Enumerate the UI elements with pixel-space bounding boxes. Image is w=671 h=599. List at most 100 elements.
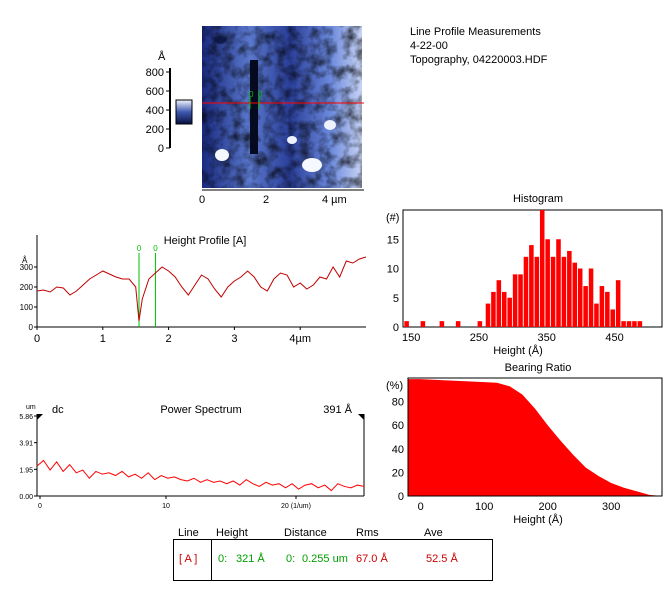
profile-y-tick-label: 100 bbox=[20, 303, 34, 312]
profile-y-tick-label: 0 bbox=[29, 323, 34, 332]
histogram-bar bbox=[535, 257, 540, 327]
scale-tick-label: 200 bbox=[146, 124, 164, 136]
measurement-table: Line Height Distance Rms Ave [ A ] 0: 32… bbox=[173, 539, 493, 581]
col-header-height: Height bbox=[216, 527, 248, 539]
bearing-ylabel: (%) bbox=[386, 380, 403, 392]
histogram-x-tick-label: 250 bbox=[470, 332, 488, 344]
histogram-bar bbox=[529, 245, 534, 327]
histogram-bar bbox=[600, 286, 605, 327]
bearing-y-tick-label: 60 bbox=[392, 420, 404, 432]
histogram-bar bbox=[513, 274, 518, 327]
histogram-bar bbox=[632, 321, 637, 327]
color-bar bbox=[176, 100, 192, 124]
scale-tick-label: 0 bbox=[158, 143, 164, 155]
histogram-bar bbox=[610, 309, 615, 327]
histogram-bar bbox=[421, 321, 426, 327]
histogram-y-tick-label: 5 bbox=[393, 293, 399, 305]
histogram-bar bbox=[638, 321, 643, 327]
row-rms: 67.0 Å bbox=[356, 553, 388, 565]
bearing-y-tick-label: 80 bbox=[392, 397, 404, 409]
histogram-bar bbox=[440, 321, 445, 327]
profile-title: Height Profile [A] bbox=[164, 235, 247, 247]
col-header-rms: Rms bbox=[356, 527, 379, 539]
bearing-y-tick-label: 40 bbox=[392, 444, 404, 456]
profile-x-tick-label: 0 bbox=[34, 333, 40, 345]
histogram-x-tick-label: 450 bbox=[605, 332, 623, 344]
bearing-x-tick-label: 0 bbox=[418, 501, 424, 513]
histogram-bar bbox=[478, 321, 483, 327]
psd-title: Power Spectrum bbox=[160, 404, 241, 416]
col-header-ave: Ave bbox=[424, 527, 443, 539]
histogram-x-tick-label: 150 bbox=[402, 332, 420, 344]
scale-tick-label: 600 bbox=[146, 86, 164, 98]
profile-y-tick-label: 300 bbox=[20, 263, 34, 272]
psd-right-marker bbox=[358, 414, 364, 420]
image-x-tick-0: 0 bbox=[199, 194, 205, 206]
histogram-bar bbox=[524, 257, 529, 327]
histogram-title: Histogram bbox=[513, 193, 563, 205]
psd-y-tick-label: 3.91 bbox=[19, 441, 33, 448]
psd-x-tick-label: 10 bbox=[162, 503, 170, 510]
col-header-line: Line bbox=[178, 527, 199, 539]
histogram-bar bbox=[594, 304, 599, 327]
row-distance: 0.255 um bbox=[302, 553, 348, 565]
profile-line-series bbox=[37, 257, 366, 321]
histogram-bar bbox=[616, 280, 621, 327]
image-x-tick-4: 4 µm bbox=[322, 194, 347, 206]
histogram-bar bbox=[605, 292, 610, 327]
histogram-x-tick-label: 350 bbox=[538, 332, 556, 344]
histogram-bar bbox=[502, 292, 507, 327]
col-header-distance: Distance bbox=[284, 527, 327, 539]
histogram-bar bbox=[578, 269, 583, 328]
profile-x-tick-label: 4µm bbox=[289, 333, 311, 345]
bearing-xlabel: Height (Å) bbox=[513, 513, 563, 526]
bearing-x-tick-label: 200 bbox=[539, 501, 557, 513]
histogram-ylabel: (#) bbox=[386, 212, 399, 224]
histogram-bar bbox=[491, 292, 496, 327]
psd-value-label: 391 Å bbox=[323, 403, 352, 416]
psd-x-tick-label: 20 (1/um) bbox=[281, 503, 311, 510]
bearing-y-tick-label: 0 bbox=[398, 491, 404, 503]
histogram-xlabel: Height (Å) bbox=[493, 344, 543, 357]
histogram-bar bbox=[486, 304, 491, 327]
bearing-ratio-chart: Bearing Ratio(%)0204060800 100 200 300Heigh… bbox=[378, 358, 671, 528]
histogram-bar bbox=[627, 321, 632, 327]
scale-unit: Å bbox=[158, 50, 166, 63]
scale-tick-label: 400 bbox=[146, 105, 164, 117]
psd-dc-label: dc bbox=[52, 404, 64, 416]
image-cursor-b-label: 0 bbox=[258, 90, 263, 99]
row-cursor-b: 0: bbox=[286, 553, 295, 565]
profile-cursor-label: 0 bbox=[137, 244, 142, 253]
row-cursor-a: 0: bbox=[218, 553, 227, 565]
histogram-bar bbox=[540, 210, 545, 327]
profile-cursor-label: 0 bbox=[153, 244, 158, 253]
line-profile-report: Line Profile Measurements 4-22-00 Topogr… bbox=[0, 0, 671, 599]
histogram-bar bbox=[567, 251, 572, 327]
row-height: 321 Å bbox=[236, 553, 265, 565]
histogram-bar bbox=[551, 257, 556, 327]
psd-y-tick-label: 1.95 bbox=[19, 467, 33, 474]
psd-x-tick-label: 0 bbox=[38, 503, 42, 510]
table-divider bbox=[211, 540, 212, 580]
histogram-bar bbox=[562, 257, 567, 327]
psd-y-tick-label: 0.00 bbox=[19, 494, 33, 501]
profile-x-tick-label: 1 bbox=[100, 333, 106, 345]
psd-line-series bbox=[37, 461, 364, 491]
bearing-title: Bearing Ratio bbox=[505, 362, 572, 374]
psd-left-marker bbox=[37, 414, 43, 420]
histogram-bar bbox=[589, 269, 594, 328]
topography-image-panel: Å 800 600 400 200 0 0 0 0 2 4 µm bbox=[0, 0, 671, 210]
psd-y-tick-label: 5.86 bbox=[19, 414, 33, 421]
topography-image bbox=[202, 26, 362, 188]
histogram-y-tick-label: 0 bbox=[393, 322, 399, 334]
profile-x-tick-label: 2 bbox=[166, 333, 172, 345]
bearing-y-tick-label: 20 bbox=[392, 467, 404, 479]
psd-ylabel: um bbox=[26, 404, 36, 411]
bearing-x-tick-label: 100 bbox=[475, 501, 493, 513]
histogram-y-tick-label: 10 bbox=[387, 264, 399, 276]
histogram-bar bbox=[404, 321, 409, 327]
histogram-bar bbox=[497, 280, 502, 327]
row-line-id[interactable]: [ A ] bbox=[179, 553, 197, 565]
histogram-y-tick-label: 15 bbox=[387, 234, 399, 246]
image-cursor-a-label: 0 bbox=[249, 90, 254, 99]
